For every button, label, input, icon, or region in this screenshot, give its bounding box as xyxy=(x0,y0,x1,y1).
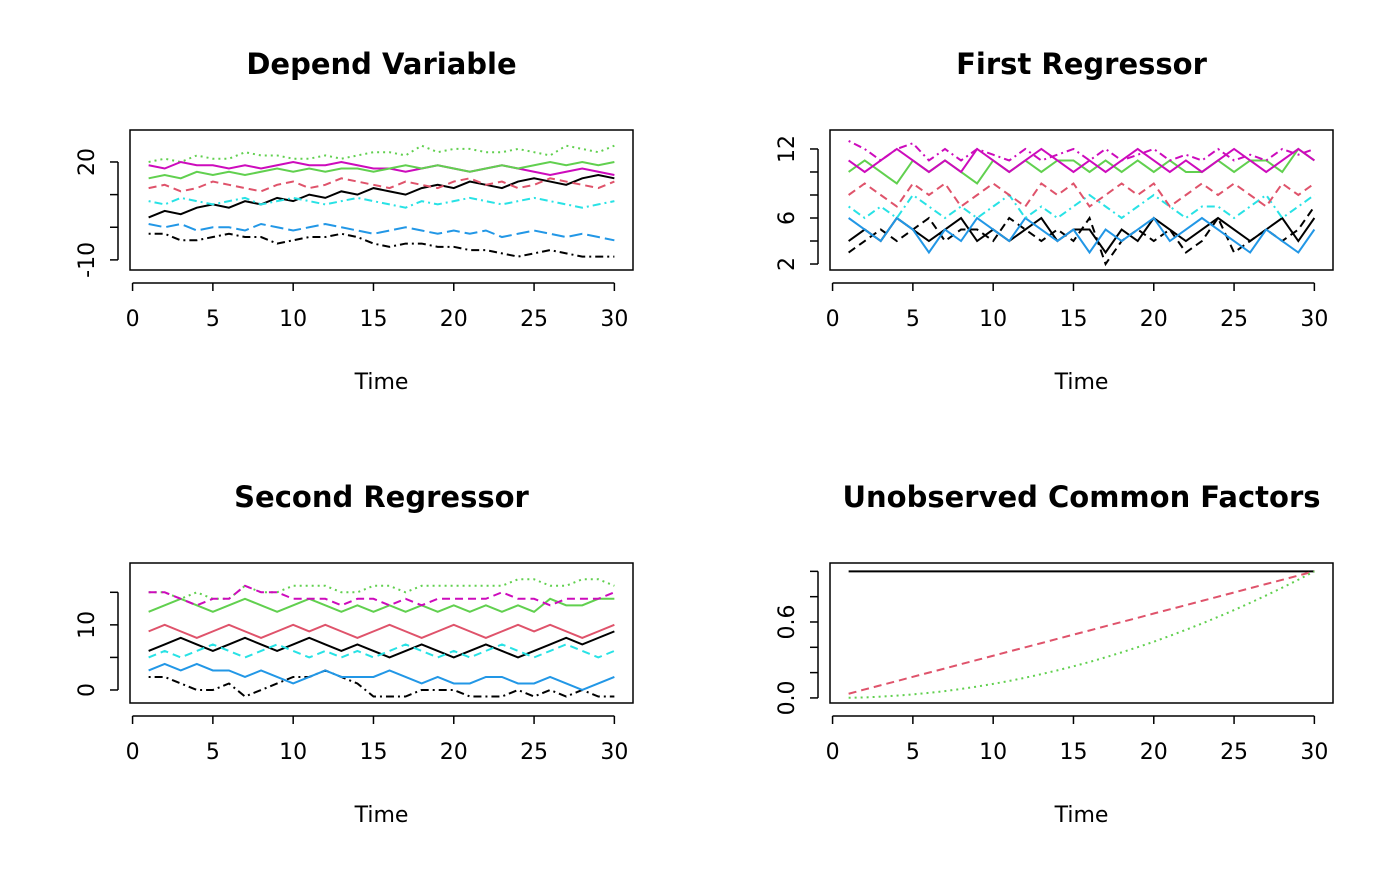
x-tick-label: 20 xyxy=(440,740,468,765)
y-tick-label: 20 xyxy=(75,148,100,176)
x-axis-label: Time xyxy=(1054,370,1109,395)
data-line xyxy=(148,597,615,613)
x-tick-label: 5 xyxy=(206,307,220,332)
plot-box xyxy=(129,562,634,704)
data-line xyxy=(148,196,615,209)
y-tick-label: 10 xyxy=(75,611,100,639)
data-line xyxy=(848,182,1315,208)
data-line xyxy=(848,216,1316,255)
x-tick-label: 30 xyxy=(600,307,628,332)
data-line xyxy=(148,623,615,639)
x-tick-label: 20 xyxy=(1140,740,1168,765)
panel-title: Second Regressor xyxy=(234,480,529,514)
x-tick-label: 10 xyxy=(279,740,307,765)
data-line xyxy=(148,643,615,659)
plot-box xyxy=(829,562,1334,704)
data-line xyxy=(148,160,615,180)
panel-title: First Regressor xyxy=(956,47,1207,81)
data-line xyxy=(148,578,615,600)
data-line xyxy=(848,570,1315,699)
x-tick-label: 15 xyxy=(359,740,387,765)
x-axis-label: Time xyxy=(354,370,409,395)
x-tick-label: 30 xyxy=(600,740,628,765)
panel-title: Depend Variable xyxy=(246,47,516,81)
x-tick-label: 30 xyxy=(1300,307,1328,332)
x-tick-label: 0 xyxy=(126,307,140,332)
data-line xyxy=(848,193,1315,220)
y-tick-label: -10 xyxy=(75,242,100,278)
x-tick-label: 15 xyxy=(359,307,387,332)
y-tick-label: 0.0 xyxy=(775,680,800,715)
x-axis-label: Time xyxy=(1054,803,1109,828)
y-tick-label: 0 xyxy=(75,683,100,697)
data-line xyxy=(148,174,615,219)
x-tick-label: 25 xyxy=(520,307,548,332)
x-tick-label: 5 xyxy=(206,740,220,765)
x-tick-label: 20 xyxy=(440,307,468,332)
data-line xyxy=(848,140,1315,162)
x-tick-label: 0 xyxy=(126,740,140,765)
x-tick-label: 25 xyxy=(520,740,548,765)
data-line xyxy=(148,144,615,164)
x-tick-label: 10 xyxy=(979,740,1007,765)
x-axis-label: Time xyxy=(354,803,409,828)
x-tick-label: 5 xyxy=(906,740,920,765)
data-line xyxy=(148,669,615,698)
data-line xyxy=(148,232,615,258)
y-tick-label: 0.6 xyxy=(775,604,800,639)
x-tick-label: 0 xyxy=(826,740,840,765)
panel-title: Unobserved Common Factors xyxy=(842,480,1320,514)
data-line xyxy=(848,205,1316,267)
x-tick-label: 20 xyxy=(1140,307,1168,332)
data-line xyxy=(148,177,615,193)
plot-box xyxy=(129,129,634,271)
data-line xyxy=(848,147,1315,174)
data-line xyxy=(148,222,615,242)
y-tick-label: 6 xyxy=(775,211,800,225)
x-tick-label: 10 xyxy=(279,307,307,332)
x-tick-label: 0 xyxy=(826,307,840,332)
x-tick-label: 15 xyxy=(1059,307,1087,332)
x-tick-label: 25 xyxy=(1220,307,1248,332)
data-line xyxy=(148,160,615,177)
x-tick-label: 10 xyxy=(979,307,1007,332)
data-line xyxy=(848,570,1315,695)
x-tick-label: 5 xyxy=(906,307,920,332)
x-tick-label: 25 xyxy=(1220,740,1248,765)
x-tick-label: 15 xyxy=(1059,740,1087,765)
plot-box xyxy=(829,129,1334,271)
y-tick-label: 12 xyxy=(775,135,800,163)
y-tick-label: 2 xyxy=(775,257,800,271)
data-line xyxy=(148,584,615,607)
x-tick-label: 30 xyxy=(1300,740,1328,765)
data-line xyxy=(148,662,615,692)
